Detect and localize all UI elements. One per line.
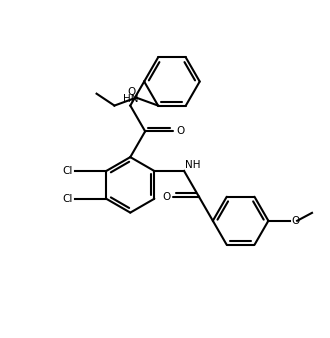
- Text: O: O: [162, 192, 170, 202]
- Text: O: O: [291, 216, 299, 226]
- Text: Cl: Cl: [62, 166, 73, 176]
- Text: HN: HN: [122, 94, 138, 103]
- Text: NH: NH: [185, 160, 201, 170]
- Text: Cl: Cl: [62, 194, 73, 204]
- Text: O: O: [176, 126, 184, 136]
- Text: O: O: [127, 87, 135, 97]
